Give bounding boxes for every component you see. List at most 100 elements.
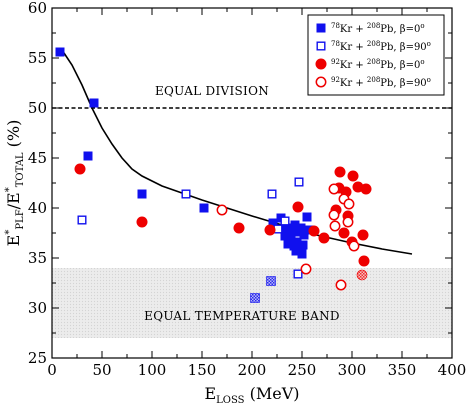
legend-label: 92Kr + 208Pb, β=0o [331, 58, 425, 71]
data-point-open-circle-0 [216, 204, 228, 216]
y-axis-title-part: PLF [15, 209, 26, 229]
legend-label-element-a: Kr + [340, 60, 367, 71]
y-axis: 25 30 35 40 45 50 55 60 [28, 0, 452, 367]
y-axis-title-part: * [4, 230, 15, 235]
x-tick-label: 100 [138, 361, 167, 379]
legend-label-element-a: Kr + [340, 42, 367, 53]
x-tick-label: 300 [338, 361, 367, 379]
data-point-filled-circle-0 [74, 163, 86, 175]
data-markers [55, 47, 372, 303]
legend-label-mass-a: 92 [331, 58, 340, 66]
x-tick-label: 0 [47, 361, 57, 379]
legend-label-element-a: Kr + [340, 24, 367, 35]
data-point-filled-square-13 [299, 230, 309, 240]
y-tick-label: 45 [28, 149, 47, 167]
data-point-open-circle-7 [342, 216, 354, 228]
data-point-filled-square-10 [290, 220, 300, 230]
legend-label-degree: o [420, 58, 424, 66]
data-point-filled-circle-15 [338, 227, 350, 239]
legend-marker-open-square [316, 41, 326, 51]
equal-temperature-band [52, 268, 452, 338]
legend-label-mass-a: 78 [331, 22, 340, 30]
data-point-filled-square-23 [283, 239, 293, 249]
legend-label-element-a: Kr + [340, 78, 367, 89]
y-axis-title-part: /E [4, 192, 23, 209]
legend-label: 78Kr + 208Pb, β=90o [331, 40, 431, 53]
data-point-filled-square-3 [137, 189, 147, 199]
y-tick-label: 30 [28, 299, 47, 317]
legend-label-degree: o [427, 40, 431, 48]
data-point-filled-square-2 [83, 151, 93, 161]
data-point-open-circle-1 [300, 263, 312, 275]
x-tick-label: 350 [388, 361, 417, 379]
data-point-open-square-2 [267, 189, 277, 199]
data-point-filled-square-24 [280, 231, 290, 241]
x-tick-label: 250 [288, 361, 317, 379]
data-point-filled-square-0 [55, 47, 65, 57]
x-axis-title-unit: (MeV) [245, 384, 300, 403]
legend-label-degree: o [427, 76, 431, 84]
y-axis-title: E*PLF/E*TOTAL (%) [4, 120, 26, 247]
data-point-filled-square-7 [281, 223, 291, 233]
equal-temperature-band-label: EQUAL TEMPERATURE BAND [144, 309, 340, 323]
data-point-open-circle-4 [343, 198, 355, 210]
legend-label-mass-a: 78 [331, 40, 340, 48]
y-tick-label: 40 [28, 199, 47, 217]
equal-division-label: EQUAL DIVISION [155, 84, 269, 98]
data-point-open-square-3 [294, 177, 304, 187]
y-tick-label: 35 [28, 249, 47, 267]
legend-label-mass-b: 208 [367, 22, 380, 30]
y-tick-label: 60 [28, 0, 47, 17]
y-axis-title-part: (%) [4, 120, 23, 153]
data-point-open-circle-8 [348, 240, 360, 252]
legend-box [307, 14, 445, 96]
y-tick-label: 55 [28, 49, 47, 67]
legend-label-mass-b: 208 [367, 76, 380, 84]
data-point-open-circle-5 [328, 209, 340, 221]
data-point-filled-circle-7 [334, 166, 346, 178]
x-tick-label: 150 [188, 361, 217, 379]
data-point-open-square-1 [181, 189, 191, 199]
data-point-filled-square-12 [296, 223, 306, 233]
data-point-open-circle-2 [328, 183, 340, 195]
y-axis-title-part: * [4, 187, 15, 192]
data-point-filled-circle-5 [308, 225, 320, 237]
legend-marker-filled-square [316, 23, 326, 33]
x-axis: 0 50 100 150 200 250 300 350 400 [47, 8, 466, 379]
data-point-hatched-square-0 [250, 293, 260, 303]
legend-label: 92Kr + 208Pb, β=90o [331, 76, 431, 89]
y-axis-title-part: E [4, 235, 23, 247]
legend-label-mass-b: 208 [367, 40, 380, 48]
x-axis-title-main: E [204, 384, 216, 403]
data-point-filled-square-21 [297, 249, 307, 259]
legend-label-element-b: Pb, β=0 [380, 24, 420, 35]
data-point-filled-square-5 [268, 218, 278, 228]
legend-label-mass-b: 208 [367, 58, 380, 66]
legend-label-element-b: Pb, β=0 [380, 60, 420, 71]
data-point-open-square-4 [280, 216, 290, 226]
data-point-filled-square-22 [291, 246, 301, 256]
y-axis-title-part: TOTAL [15, 152, 26, 187]
legend-label-element-b: Pb, β=90 [380, 42, 426, 53]
data-point-filled-circle-4 [292, 201, 304, 213]
legend-label-degree: o [420, 22, 424, 30]
legend-label: 78Kr + 208Pb, β=0o [331, 22, 425, 35]
legend-label-element-b: Pb, β=90 [380, 78, 426, 89]
data-point-filled-square-4 [199, 203, 209, 213]
y-tick-label: 25 [28, 349, 47, 367]
data-point-filled-square-14 [302, 212, 312, 222]
data-point-filled-circle-1 [136, 216, 148, 228]
legend-marker-filled-circle [315, 58, 327, 70]
x-axis-title-subscript: LOSS [216, 395, 245, 406]
data-point-filled-circle-17 [357, 229, 369, 241]
x-tick-label: 400 [438, 361, 467, 379]
data-point-filled-circle-3 [264, 224, 276, 236]
y-tick-label: 50 [28, 99, 47, 117]
data-point-filled-square-9 [287, 225, 297, 235]
x-tick-label: 50 [92, 361, 111, 379]
data-point-filled-square-20 [298, 240, 308, 250]
data-point-hatched-square-1 [266, 276, 276, 286]
data-point-filled-circle-2 [233, 222, 245, 234]
